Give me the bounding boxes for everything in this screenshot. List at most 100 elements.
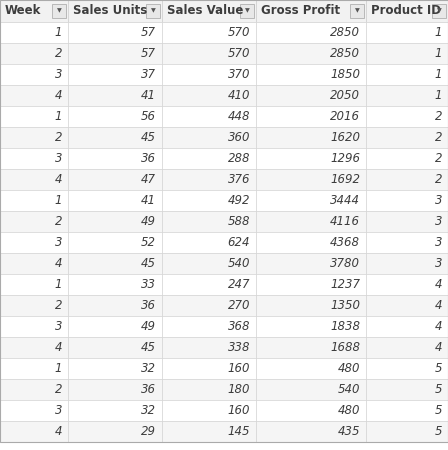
Text: 33: 33 [141, 278, 156, 291]
Text: 338: 338 [228, 341, 250, 354]
Text: 1237: 1237 [330, 278, 360, 291]
Text: 2: 2 [55, 215, 62, 228]
Text: 360: 360 [228, 131, 250, 144]
Bar [68, 358, 162, 379]
Text: 1692: 1692 [330, 173, 360, 186]
Bar [162, 379, 256, 400]
Text: 4: 4 [55, 173, 62, 186]
Bar [256, 337, 366, 358]
Bar [0, 379, 68, 400]
Text: 1688: 1688 [330, 341, 360, 354]
Bar [162, 421, 256, 442]
Bar [0, 337, 68, 358]
Bar [256, 22, 366, 43]
Bar [162, 64, 256, 85]
Bar [68, 316, 162, 337]
Bar [256, 190, 366, 211]
Text: 4: 4 [55, 89, 62, 102]
Bar [350, 4, 364, 18]
Bar [0, 316, 68, 337]
Text: 3: 3 [55, 68, 62, 81]
Text: 4: 4 [55, 257, 62, 270]
Text: 1: 1 [435, 26, 442, 39]
Bar [366, 253, 448, 274]
Bar [68, 22, 162, 43]
Text: 32: 32 [141, 404, 156, 417]
Text: 56: 56 [141, 110, 156, 123]
Bar [256, 106, 366, 127]
Text: 29: 29 [141, 425, 156, 438]
Bar [68, 253, 162, 274]
Bar [68, 211, 162, 232]
Bar [256, 232, 366, 253]
Bar [240, 4, 254, 18]
Text: 448: 448 [228, 110, 250, 123]
Bar [68, 190, 162, 211]
Bar [68, 148, 162, 169]
Bar [0, 22, 68, 43]
Bar [0, 295, 68, 316]
Bar [366, 211, 448, 232]
Bar [0, 106, 68, 127]
Bar [366, 421, 448, 442]
Bar [256, 358, 366, 379]
Bar [68, 43, 162, 64]
Bar [0, 64, 68, 85]
Text: 370: 370 [228, 68, 250, 81]
Text: ▼: ▼ [245, 9, 250, 13]
Text: ▼: ▼ [56, 9, 61, 13]
Bar [0, 0, 68, 22]
Text: 5: 5 [435, 404, 442, 417]
Text: Product ID: Product ID [371, 4, 441, 18]
Text: 2: 2 [435, 131, 442, 144]
Text: 480: 480 [337, 404, 360, 417]
Text: Sales Units: Sales Units [73, 4, 147, 18]
Bar [162, 22, 256, 43]
Text: 540: 540 [228, 257, 250, 270]
Text: 1350: 1350 [330, 299, 360, 312]
Text: 2: 2 [435, 110, 442, 123]
Bar [0, 211, 68, 232]
Text: 47: 47 [141, 173, 156, 186]
Text: 570: 570 [228, 47, 250, 60]
Text: 4: 4 [435, 278, 442, 291]
Bar [0, 43, 68, 64]
Bar [256, 211, 366, 232]
Text: 2850: 2850 [330, 47, 360, 60]
Bar [366, 0, 448, 22]
Bar [366, 316, 448, 337]
Text: Sales Value: Sales Value [167, 4, 243, 18]
Bar [162, 295, 256, 316]
Text: 2: 2 [435, 152, 442, 165]
Text: 57: 57 [141, 47, 156, 60]
Text: 49: 49 [141, 215, 156, 228]
Bar [52, 4, 66, 18]
Text: 2: 2 [55, 383, 62, 396]
Bar [162, 106, 256, 127]
Text: 410: 410 [228, 89, 250, 102]
Bar [68, 421, 162, 442]
Bar [366, 232, 448, 253]
Bar [68, 106, 162, 127]
Text: 1: 1 [55, 194, 62, 207]
Bar [162, 337, 256, 358]
Bar [366, 127, 448, 148]
Bar [256, 421, 366, 442]
Text: 1: 1 [435, 68, 442, 81]
Bar [162, 253, 256, 274]
Text: 160: 160 [228, 404, 250, 417]
Bar [68, 379, 162, 400]
Bar [256, 274, 366, 295]
Bar [68, 169, 162, 190]
Text: 3: 3 [55, 236, 62, 249]
Text: 570: 570 [228, 26, 250, 39]
Bar [366, 190, 448, 211]
Bar [256, 379, 366, 400]
Text: 180: 180 [228, 383, 250, 396]
Bar [162, 274, 256, 295]
Bar [366, 358, 448, 379]
Bar [162, 148, 256, 169]
Bar [256, 316, 366, 337]
Bar [0, 85, 68, 106]
Bar [146, 4, 160, 18]
